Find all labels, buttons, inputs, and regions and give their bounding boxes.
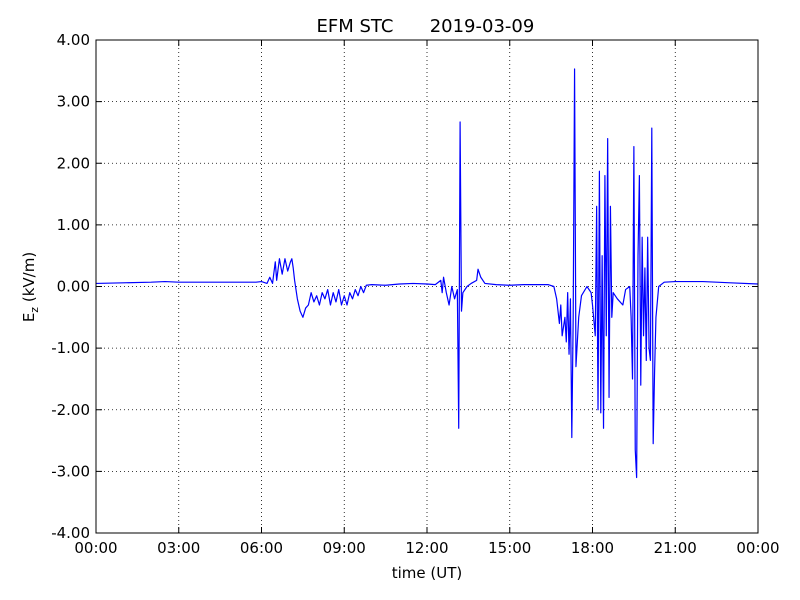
x-tick-label: 12:00 [405,539,448,557]
x-tick-label: 03:00 [157,539,200,557]
y-label-main: E [20,313,38,322]
y-tick-label: 4.00 [57,31,90,49]
x-tick-label: 00:00 [736,539,779,557]
y-tick-label: 2.00 [57,154,90,172]
y-axis-label: Ez (kV/m) [20,252,41,322]
x-tick-label: 00:00 [74,539,117,557]
x-tick-label: 06:00 [240,539,283,557]
chart-title: EFM STC [317,16,394,37]
y-tick-label: -2.00 [51,401,90,419]
data-line [95,68,759,479]
x-axis-label: time (UT) [392,564,463,582]
x-tick-label: 18:00 [571,539,614,557]
y-tick-label: 1.00 [57,216,90,234]
chart-date: 2019-03-09 [430,16,535,37]
y-tick-label: 3.00 [57,93,90,111]
x-tick-label: 15:00 [488,539,531,557]
y-tick-label: -4.00 [51,524,90,542]
y-tick-label: -1.00 [51,339,90,357]
y-label-unit: (kV/m) [20,252,38,307]
y-label-sub: z [28,307,41,313]
y-tick-label: 0.00 [57,278,90,296]
x-tick-label: 09:00 [323,539,366,557]
plot-frame [95,39,759,534]
y-tick-label: -3.00 [51,462,90,480]
x-tick-label: 21:00 [654,539,697,557]
